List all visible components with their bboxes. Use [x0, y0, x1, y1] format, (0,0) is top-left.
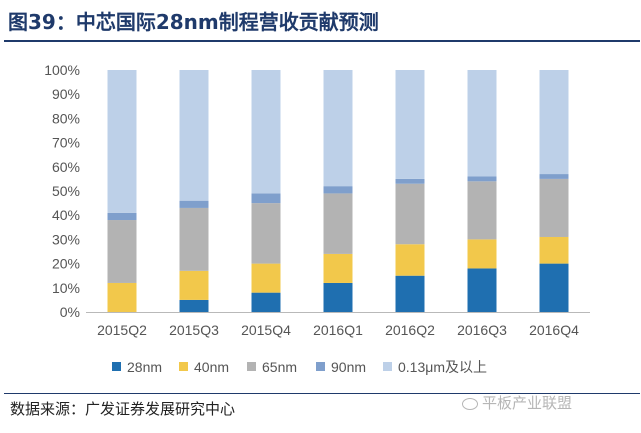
bar-segment-65nm: [539, 178, 569, 237]
bar-segment-40nm: [395, 244, 425, 276]
legend-swatch-40nm: [179, 362, 188, 371]
bar-segment-65nm: [251, 203, 281, 264]
legend-swatch-90nm: [316, 362, 325, 371]
bar-segment-65nm: [323, 193, 353, 254]
legend: 28nm 40nm 65nm 90nm 0.13μm及以上: [112, 359, 487, 375]
bar-segment-28nm: [539, 263, 569, 312]
y-tick-label: 10%: [52, 280, 80, 296]
bar-segment-28nm: [179, 299, 209, 312]
bar-segment-90nm: [107, 212, 137, 221]
bar-segment-90nm: [179, 200, 209, 208]
source-note: 数据来源：广发证券发展研究中心: [10, 400, 236, 418]
y-axis: 0% 10% 20% 30% 40% 50% 60% 70% 80% 90% 100%: [44, 62, 80, 320]
x-tick-label: 2015Q3: [169, 322, 219, 338]
y-tick-label: 30%: [52, 231, 80, 247]
bar-segment-0.13um: [395, 70, 425, 179]
bar-segment-40nm: [179, 270, 209, 300]
bar-segment-90nm: [467, 176, 497, 182]
bar-segment-0.13um: [323, 70, 353, 187]
bar-stacks: [107, 70, 569, 312]
legend-label-90nm: 90nm: [331, 359, 366, 375]
bar-segment-40nm: [107, 282, 137, 312]
bar-segment-0.13um: [179, 70, 209, 201]
y-tick-label: 100%: [44, 62, 80, 78]
y-tick-label: 40%: [52, 207, 80, 223]
bar-segment-90nm: [539, 174, 569, 179]
y-tick-label: 80%: [52, 110, 80, 126]
y-tick-label: 0%: [60, 304, 80, 320]
legend-label-0.13um: 0.13μm及以上: [398, 359, 487, 375]
watermark-logo-icon: [462, 397, 478, 410]
bar-segment-65nm: [179, 207, 209, 271]
x-axis: 2015Q2 2015Q3 2015Q4 2016Q1 2016Q2 2016Q3 2016…: [97, 322, 579, 338]
watermark-text: 平板产业联盟: [482, 394, 573, 412]
legend-label-40nm: 40nm: [194, 359, 229, 375]
legend-swatch-65nm: [247, 362, 256, 371]
x-tick-label: 2016Q2: [385, 322, 435, 338]
legend-label-28nm: 28nm: [127, 359, 162, 375]
legend-swatch-0.13um: [383, 362, 392, 371]
y-tick-label: 20%: [52, 256, 80, 272]
x-tick-label: 2016Q3: [457, 322, 507, 338]
bar-segment-40nm: [323, 253, 353, 283]
legend-label-65nm: 65nm: [262, 359, 297, 375]
bar-segment-40nm: [467, 239, 497, 269]
legend-swatch-28nm: [112, 362, 121, 371]
title-divider: [4, 40, 640, 42]
bar-segment-28nm: [251, 292, 281, 312]
bar-segment-90nm: [251, 193, 281, 204]
bar-segment-0.13um: [539, 70, 569, 175]
y-tick-label: 50%: [52, 183, 80, 199]
x-tick-label: 2015Q4: [241, 322, 291, 338]
bar-segment-0.13um: [107, 70, 137, 213]
y-tick-label: 70%: [52, 135, 80, 151]
bar-segment-40nm: [251, 263, 281, 293]
bar-segment-0.13um: [251, 70, 281, 194]
bar-segment-28nm: [323, 282, 353, 312]
bar-segment-65nm: [107, 220, 137, 283]
figure-title: 图39：中芯国际28nm制程营收贡献预测: [8, 10, 379, 34]
y-tick-label: 60%: [52, 159, 80, 175]
x-tick-label: 2015Q2: [97, 322, 147, 338]
x-tick-label: 2016Q1: [313, 322, 363, 338]
bar-segment-0.13um: [467, 70, 497, 177]
bar-segment-28nm: [467, 268, 497, 312]
x-tick-label: 2016Q4: [529, 322, 579, 338]
y-tick-label: 90%: [52, 86, 80, 102]
bar-segment-90nm: [395, 178, 425, 184]
bar-segment-90nm: [323, 186, 353, 194]
watermark: 平板产业联盟: [462, 392, 572, 413]
source-divider: [4, 393, 640, 394]
bar-segment-65nm: [467, 181, 497, 240]
stacked-bar-chart: 0% 10% 20% 30% 40% 50% 60% 70% 80% 90% 100% 2015Q2…: [44, 62, 590, 375]
bar-segment-28nm: [395, 275, 425, 312]
bar-segment-65nm: [395, 183, 425, 245]
bar-segment-40nm: [539, 236, 569, 264]
